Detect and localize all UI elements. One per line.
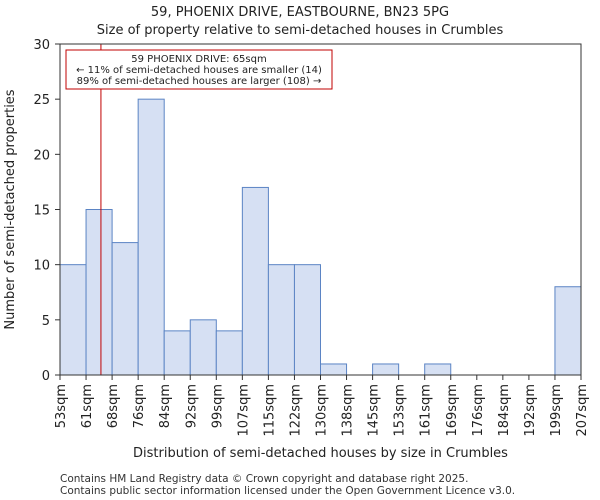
x-tick-label: 61sqm bbox=[80, 384, 95, 428]
annotation-line-3: 89% of semi-detached houses are larger (… bbox=[77, 76, 322, 87]
x-tick-label: 153sqm bbox=[393, 384, 408, 437]
y-tick-label: 30 bbox=[33, 38, 50, 53]
x-tick-label: 99sqm bbox=[210, 384, 225, 428]
bar bbox=[554, 286, 582, 376]
chart-title: 59, PHOENIX DRIVE, EASTBOURNE, BN23 5PG bbox=[151, 5, 449, 20]
bar bbox=[424, 363, 452, 376]
x-tick-label: 84sqm bbox=[158, 384, 173, 428]
y-tick-label: 15 bbox=[33, 204, 50, 219]
bar bbox=[372, 363, 400, 376]
x-tick-label: 122sqm bbox=[288, 384, 303, 437]
annotation-line-1: 59 PHOENIX DRIVE: 65sqm bbox=[131, 54, 266, 65]
annotation-box bbox=[65, 49, 333, 90]
x-tick-label: 199sqm bbox=[549, 384, 564, 437]
annotation-line-2: ← 11% of semi-detached houses are smalle… bbox=[76, 65, 322, 76]
bars-group bbox=[59, 98, 582, 376]
bar bbox=[267, 264, 295, 376]
x-tick-label: 115sqm bbox=[262, 384, 277, 437]
y-tick-label: 5 bbox=[42, 314, 50, 329]
y-tick-label: 10 bbox=[33, 259, 50, 274]
y-axis-label: Number of semi-detached properties bbox=[3, 89, 18, 329]
x-tick-label: 176sqm bbox=[471, 384, 486, 437]
x-tick-label: 207sqm bbox=[575, 384, 590, 437]
x-tick-label: 76sqm bbox=[132, 384, 147, 428]
bar bbox=[293, 264, 322, 376]
bar bbox=[189, 319, 217, 376]
x-tick-label: 161sqm bbox=[419, 384, 434, 437]
bar bbox=[137, 98, 165, 376]
x-tick-label: 130sqm bbox=[315, 384, 330, 437]
x-tick-label: 145sqm bbox=[367, 384, 382, 437]
bar bbox=[320, 363, 348, 376]
x-tick-label: 53sqm bbox=[54, 384, 69, 428]
x-tick-label: 92sqm bbox=[184, 384, 199, 428]
y-tick-label: 0 bbox=[42, 369, 50, 384]
bar bbox=[163, 330, 191, 376]
x-axis-label: Distribution of semi-detached houses by … bbox=[133, 446, 508, 461]
bar bbox=[241, 186, 269, 376]
footer-line-2: Contains public sector information licen… bbox=[60, 485, 515, 497]
bar bbox=[59, 264, 87, 376]
y-tick-label: 20 bbox=[33, 148, 50, 163]
y-axis: 0 5 10 15 20 25 30 bbox=[33, 38, 60, 384]
x-tick-label: 68sqm bbox=[106, 384, 121, 428]
x-tick-label: 138sqm bbox=[341, 384, 356, 437]
chart-subtitle: Size of property relative to semi-detach… bbox=[97, 23, 504, 38]
x-tick-label: 169sqm bbox=[445, 384, 460, 437]
bar bbox=[111, 242, 139, 376]
x-tick-label: 192sqm bbox=[523, 384, 538, 437]
y-tick-label: 25 bbox=[33, 93, 50, 108]
x-tick-label: 184sqm bbox=[497, 384, 512, 437]
marker-annotation: 59 PHOENIX DRIVE: 65sqm ← 11% of semi-de… bbox=[65, 49, 333, 90]
bar bbox=[85, 209, 113, 376]
footer-line-1: Contains HM Land Registry data © Crown c… bbox=[60, 473, 468, 485]
x-axis: 53sqm 61sqm 68sqm 76sqm 84sqm 92sqm 99sqm 107sq… bbox=[54, 375, 590, 437]
x-tick-label: 107sqm bbox=[236, 384, 251, 437]
bar bbox=[215, 330, 243, 376]
